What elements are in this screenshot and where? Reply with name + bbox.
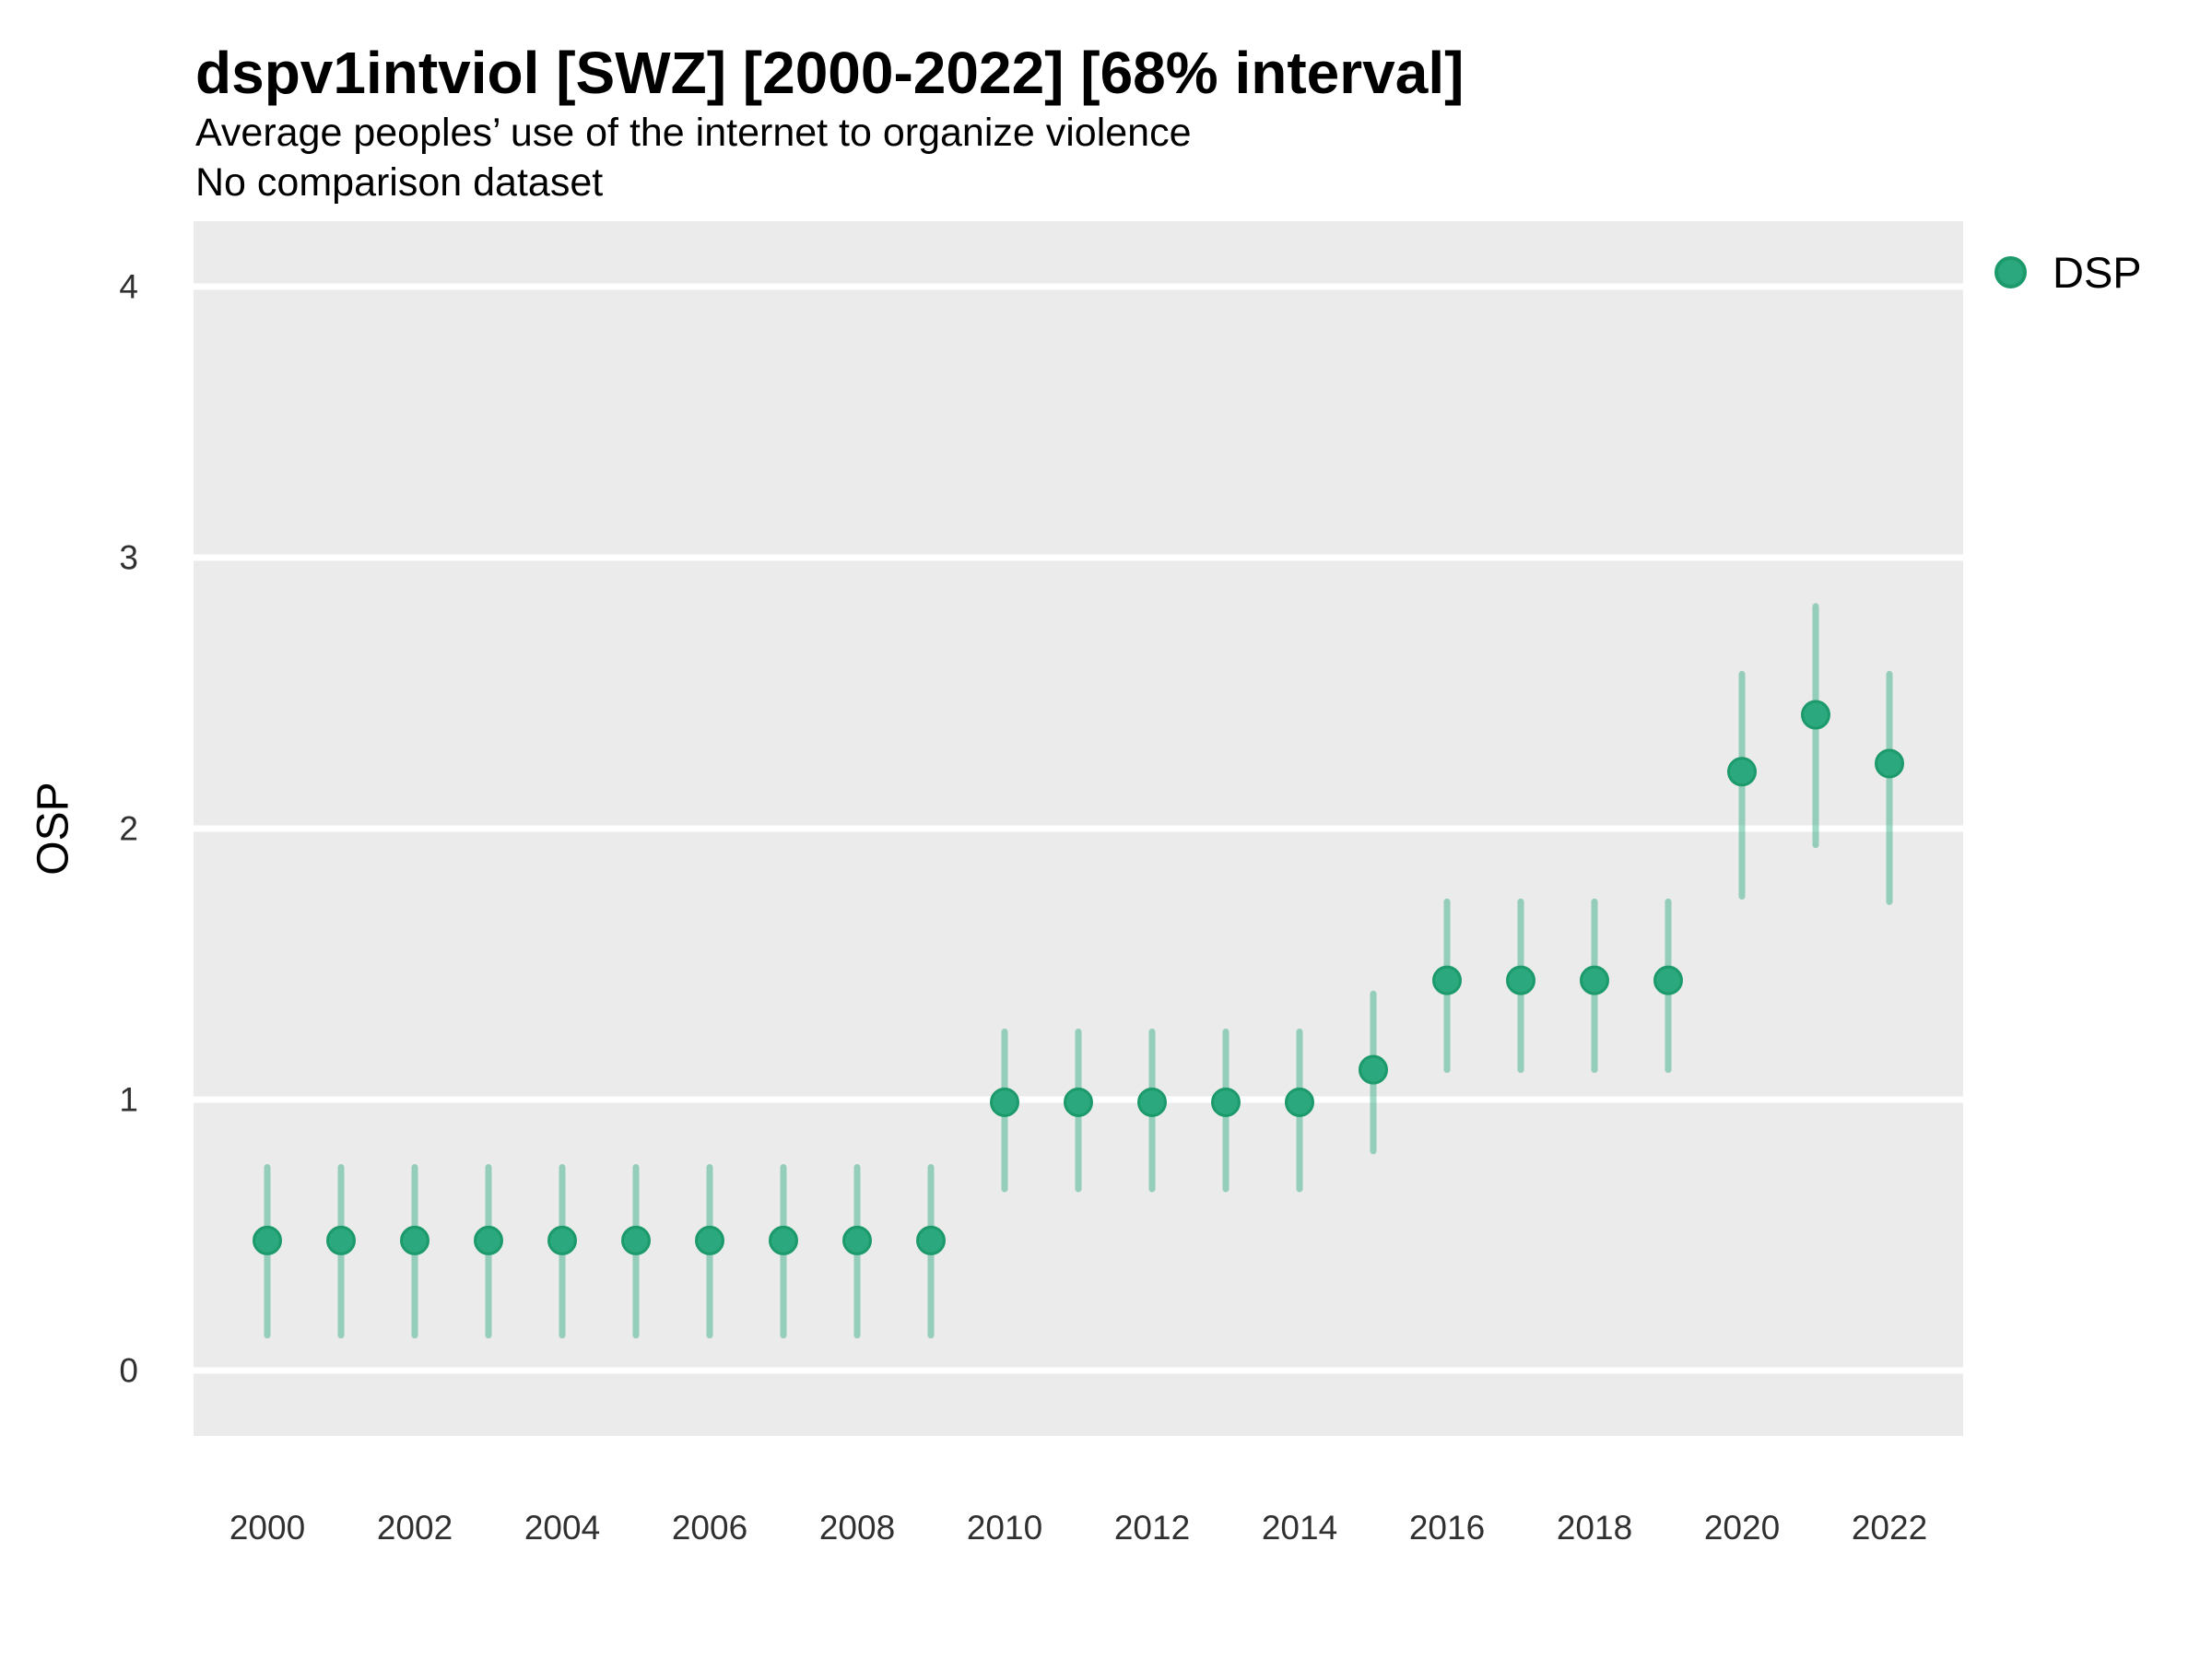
data-point <box>990 1087 1019 1117</box>
data-point <box>400 1225 429 1255</box>
data-point <box>621 1225 651 1255</box>
data-point <box>1211 1087 1241 1117</box>
chart-title: dspv1intviol [SWZ] [2000-2022] [68% inte… <box>195 40 1465 106</box>
data-point <box>1875 748 1904 779</box>
x-tick-label: 2010 <box>967 1509 1042 1547</box>
x-tick-label: 2016 <box>1409 1509 1485 1547</box>
data-point <box>1653 965 1683 995</box>
data-point <box>1506 965 1535 995</box>
x-tick-label: 2000 <box>229 1509 305 1547</box>
x-tick-label: 2018 <box>1557 1509 1632 1547</box>
data-point <box>1285 1087 1314 1117</box>
y-tick-label: 3 <box>119 539 138 577</box>
data-point <box>916 1225 946 1255</box>
x-tick-label: 2020 <box>1704 1509 1780 1547</box>
data-point <box>1064 1087 1093 1117</box>
data-point <box>326 1225 356 1255</box>
y-axis-title: OSP <box>29 782 78 876</box>
y-tick-label: 4 <box>119 268 138 306</box>
legend-label: DSP <box>2053 248 2142 297</box>
data-point <box>769 1225 798 1255</box>
data-point <box>1580 965 1609 995</box>
data-point <box>695 1225 724 1255</box>
x-tick-label: 2002 <box>377 1509 453 1547</box>
data-point <box>842 1225 872 1255</box>
data-point <box>1432 965 1462 995</box>
data-point <box>1801 700 1830 730</box>
legend-point-icon <box>1994 256 2027 288</box>
x-tick-label: 2006 <box>672 1509 747 1547</box>
x-tick-label: 2008 <box>819 1509 895 1547</box>
x-tick-label: 2022 <box>1852 1509 1927 1547</box>
x-tick-label: 2012 <box>1114 1509 1190 1547</box>
x-tick-label: 2014 <box>1262 1509 1337 1547</box>
x-tick-label: 2004 <box>524 1509 600 1547</box>
data-point <box>1727 757 1757 787</box>
data-point <box>1137 1087 1167 1117</box>
y-tick-label: 0 <box>119 1352 138 1390</box>
data-point <box>474 1225 503 1255</box>
data-point <box>253 1225 282 1255</box>
data-point <box>547 1225 577 1255</box>
y-tick-label: 1 <box>119 1081 138 1119</box>
y-tick-label: 2 <box>119 810 138 848</box>
legend: DSP <box>1994 247 2142 298</box>
data-point <box>1359 1054 1388 1085</box>
chart-subtitle: Average peoples’ use of the internet to … <box>195 111 1192 155</box>
chart-note: No comparison dataset <box>195 160 604 205</box>
